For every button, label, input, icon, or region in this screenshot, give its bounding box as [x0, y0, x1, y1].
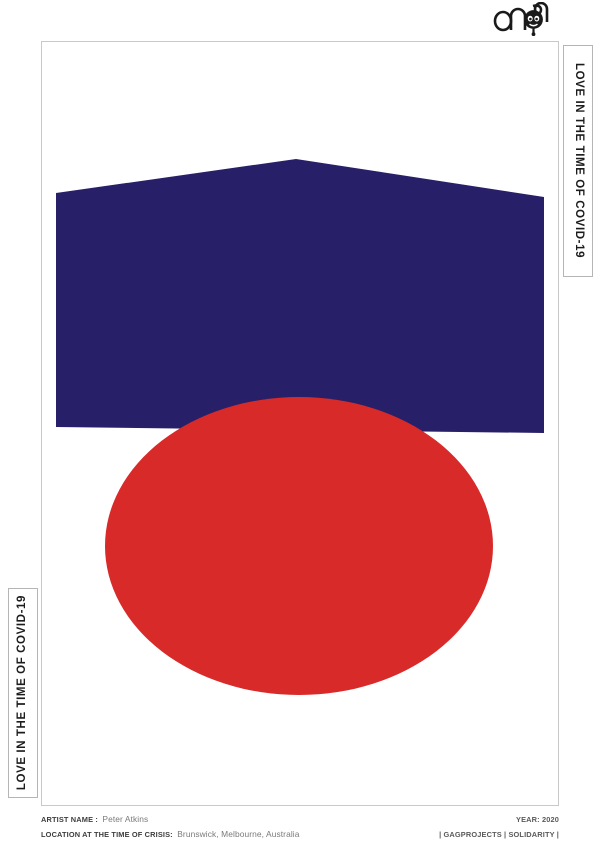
title-strip-left: LOVE IN THE TIME OF COVID-19	[8, 588, 38, 798]
title-strip-right: LOVE IN THE TIME OF COVID-19	[563, 45, 593, 277]
year-field: YEAR: 2020	[516, 810, 559, 827]
artist-field: ARTIST NAME : Peter Atkins	[41, 810, 148, 827]
title-strip-right-label: LOVE IN THE TIME OF COVID-19	[572, 63, 585, 259]
red-ellipse-shape	[105, 397, 493, 695]
artist-value: Peter Atkins	[102, 814, 149, 824]
credits-label: | GAGPROJECTS | SOLIDARITY |	[439, 830, 559, 839]
gagprojects-logo-icon	[489, 2, 561, 36]
artwork-frame	[41, 41, 559, 806]
navy-pentagon-shape	[56, 159, 544, 433]
title-strip-left-label: LOVE IN THE TIME OF COVID-19	[16, 595, 29, 791]
credits-field: | GAGPROJECTS | SOLIDARITY |	[439, 825, 559, 842]
caption-block: ARTIST NAME : Peter Atkins YEAR: 2020 LO…	[41, 810, 559, 842]
location-field: LOCATION AT THE TIME OF CRISIS: Brunswic…	[41, 825, 300, 842]
location-value: Brunswick, Melbourne, Australia	[177, 829, 300, 839]
caption-row-artist: ARTIST NAME : Peter Atkins YEAR: 2020	[41, 810, 559, 825]
year-label: YEAR: 2020	[516, 815, 559, 824]
caption-row-location: LOCATION AT THE TIME OF CRISIS: Brunswic…	[41, 825, 559, 840]
artist-label: ARTIST NAME :	[41, 815, 98, 824]
artwork-canvas	[42, 42, 558, 805]
location-label: LOCATION AT THE TIME OF CRISIS:	[41, 830, 173, 839]
